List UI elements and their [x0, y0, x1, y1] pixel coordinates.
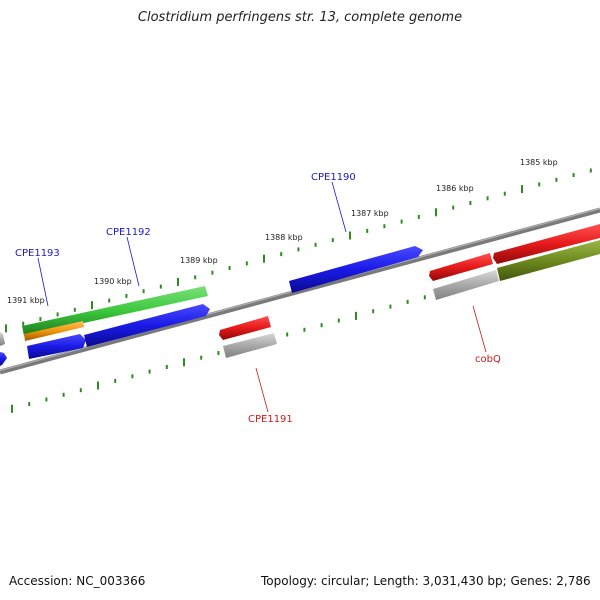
scale-tick-major — [5, 324, 7, 333]
genome-summary-text: Topology: circular; Length: 3,031,430 bp… — [261, 574, 591, 588]
scale-tick-minor — [45, 397, 48, 402]
scale-label-1388: 1388 kbp — [265, 233, 303, 242]
scale-tick-minor — [217, 351, 220, 355]
scale-tick-minor — [108, 298, 111, 303]
scale-tick-minor — [383, 224, 386, 229]
scale-tick-minor — [280, 252, 283, 257]
scale-tick-minor — [297, 247, 300, 252]
scale-tick-minor — [125, 293, 128, 298]
gene-feature-cpe1193[interactable] — [27, 334, 86, 359]
scale-tick-minor — [314, 242, 317, 247]
map-title: Clostridium perfringens str. 13, complet… — [137, 10, 463, 25]
gene-feature-gray-left[interactable] — [0, 332, 5, 346]
gene-feature-cpe1192[interactable] — [84, 304, 210, 347]
scale-tick-minor — [331, 238, 334, 243]
scale-tick-minor — [303, 327, 306, 332]
scale-tick-minor — [22, 321, 25, 326]
scale-tick-minor — [366, 228, 369, 233]
scale-tick-minor — [62, 392, 65, 397]
scale-tick-major — [91, 301, 93, 310]
scale-tick-major — [183, 358, 185, 367]
scale-tick-minor — [372, 309, 375, 314]
scale-tick-minor — [337, 318, 340, 323]
scale-tick-minor — [73, 307, 76, 312]
gene-feature-cpe1191[interactable] — [219, 316, 271, 340]
leader-cpe1191 — [255, 367, 269, 413]
feature-track-lower — [0, 240, 600, 366]
scale-tick-minor — [79, 388, 82, 393]
scale-tick-major — [263, 254, 265, 263]
gene-feature-orange[interactable] — [24, 321, 84, 341]
scale-tick-minor — [423, 295, 426, 300]
scale-label-1389: 1389 kbp — [180, 256, 218, 265]
scale-tick-major — [177, 277, 179, 286]
leader-cpe1190 — [331, 181, 347, 233]
gene-label-cpe1191[interactable]: CPE1191 — [248, 414, 293, 425]
scale-tick-minor — [228, 266, 231, 270]
scale-tick-minor — [28, 402, 31, 407]
scale-ticks-upper — [5, 168, 592, 333]
leader-cpe1193 — [37, 257, 49, 307]
scale-tick-minor — [406, 299, 409, 304]
leader-cpe1192 — [126, 236, 140, 287]
scale-tick-minor — [114, 378, 117, 383]
scale-tick-minor — [39, 317, 42, 322]
scale-tick-minor — [417, 214, 420, 219]
accession-text: Accession: NC_003366 — [9, 574, 146, 588]
scale-tick-minor — [194, 275, 197, 280]
scale-tick-minor — [503, 191, 506, 196]
scale-tick-minor — [389, 304, 392, 309]
scale-tick-minor — [211, 270, 214, 275]
scale-tick-minor — [148, 369, 151, 374]
scale-tick-major — [11, 404, 13, 413]
scale-tick-major — [435, 208, 437, 217]
scale-label-1390: 1390 kbp — [94, 277, 132, 286]
scale-tick-major — [349, 231, 351, 240]
scale-tick-minor — [469, 201, 472, 205]
scale-tick-minor — [56, 312, 59, 317]
scale-tick-minor — [131, 374, 134, 379]
scale-tick-minor — [486, 196, 489, 201]
scale-tick-minor — [555, 177, 558, 182]
scale-tick-minor — [589, 168, 592, 173]
scale-tick-minor — [452, 205, 455, 210]
gene-feature-red-right[interactable] — [493, 224, 600, 264]
scale-label-1391: 1391 kbp — [7, 296, 45, 305]
scale-tick-major — [97, 381, 99, 390]
gene-feature-cpe1190[interactable] — [289, 246, 423, 293]
gene-feature-green[interactable] — [22, 286, 208, 336]
gene-label-cobq[interactable]: cobQ — [475, 354, 501, 365]
gene-feature-olive[interactable] — [497, 240, 600, 281]
scale-tick-minor — [286, 332, 289, 337]
scale-tick-minor — [245, 261, 248, 266]
gene-feature-red-cobq[interactable] — [429, 253, 493, 281]
genome-backbone — [0, 207, 600, 375]
feature-track-upper — [22, 224, 600, 341]
scale-label-1385: 1385 kbp — [520, 158, 558, 167]
gene-feature-blue-left-edge[interactable] — [0, 352, 7, 366]
scale-tick-minor — [200, 355, 203, 360]
scale-tick-minor — [165, 365, 168, 369]
leader-cobq — [472, 305, 487, 353]
scale-tick-major — [521, 185, 523, 194]
gene-feature-gray-right[interactable] — [433, 270, 499, 300]
scale-label-1386: 1386 kbp — [436, 184, 474, 193]
scale-tick-major — [355, 311, 357, 320]
scale-tick-minor — [572, 173, 575, 178]
scale-tick-minor — [320, 323, 323, 328]
scale-tick-minor — [400, 219, 403, 224]
scale-label-1387: 1387 kbp — [351, 209, 389, 218]
gene-feature-gray-mid[interactable] — [223, 333, 277, 358]
gene-label-cpe1193[interactable]: CPE1193 — [15, 248, 60, 259]
scale-tick-minor — [142, 289, 145, 294]
gene-label-cpe1190[interactable]: CPE1190 — [311, 172, 356, 183]
gene-label-cpe1192[interactable]: CPE1192 — [106, 227, 151, 238]
scale-tick-minor — [159, 284, 162, 289]
scale-tick-minor — [538, 182, 541, 187]
